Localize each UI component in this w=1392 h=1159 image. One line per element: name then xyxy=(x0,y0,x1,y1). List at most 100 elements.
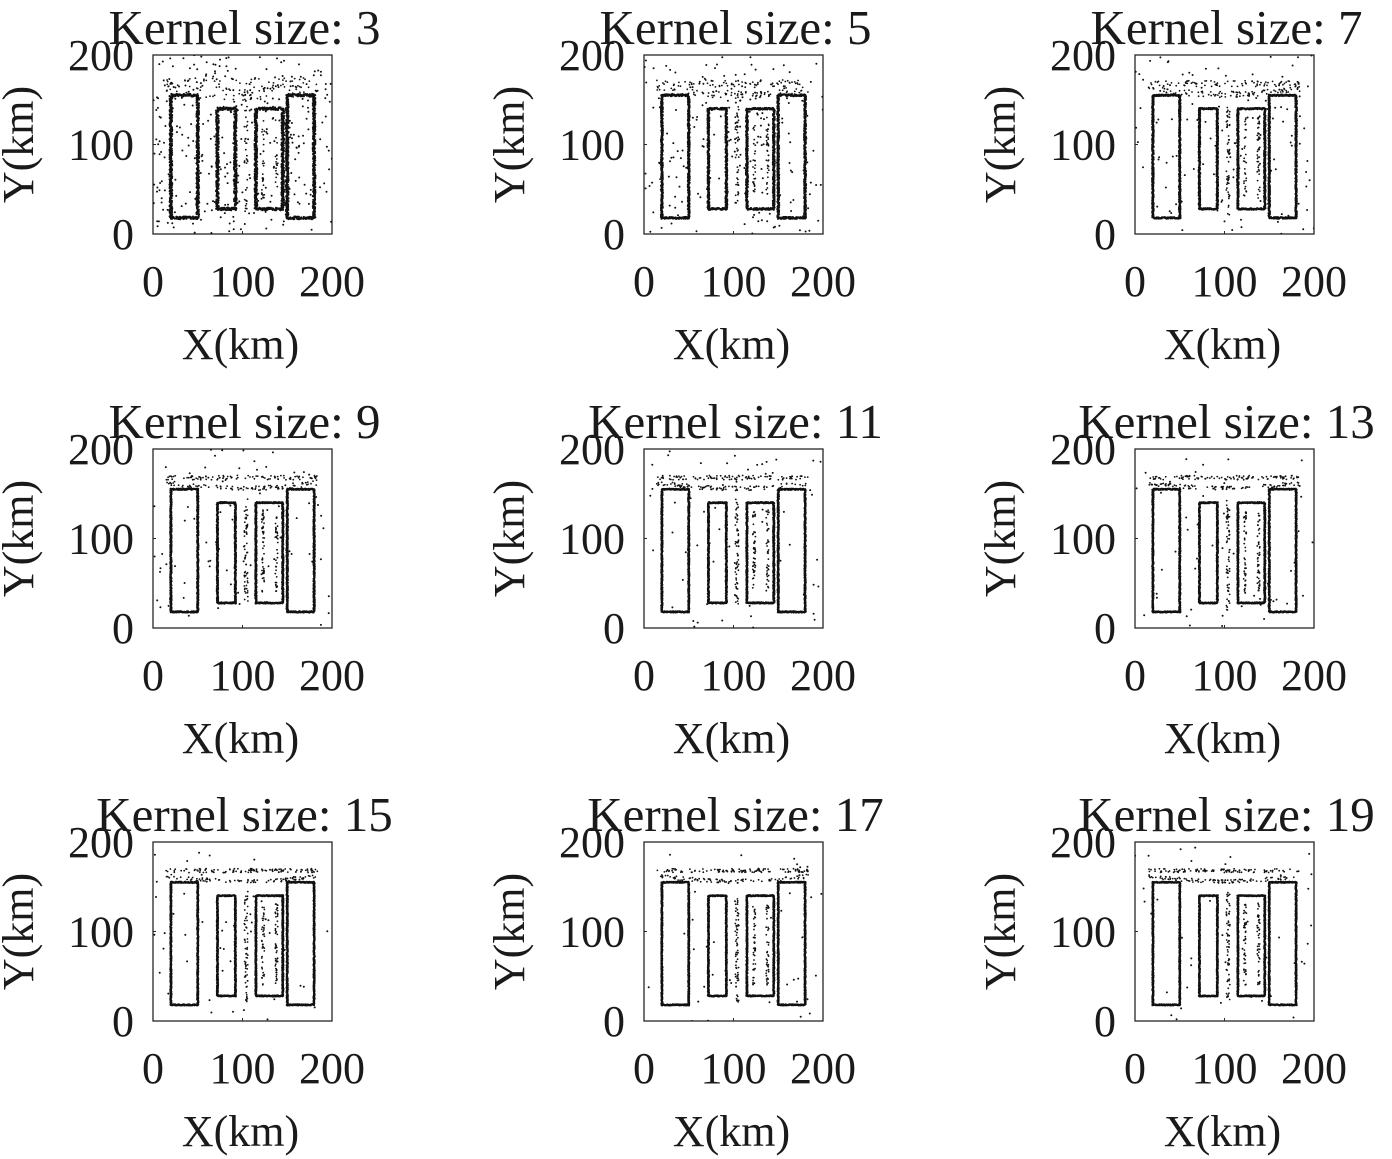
point xyxy=(305,117,308,120)
point xyxy=(262,160,265,163)
point xyxy=(275,167,277,170)
point xyxy=(274,76,276,79)
point xyxy=(283,59,285,62)
point xyxy=(197,213,200,216)
point xyxy=(288,126,291,129)
point xyxy=(270,108,273,111)
point xyxy=(246,159,249,161)
point xyxy=(251,121,253,124)
point xyxy=(311,195,314,198)
point xyxy=(224,175,227,178)
point xyxy=(169,206,172,209)
point xyxy=(325,190,328,193)
point xyxy=(275,172,278,175)
point xyxy=(197,142,200,145)
point xyxy=(285,142,288,145)
point xyxy=(250,78,253,81)
point xyxy=(187,144,190,147)
point xyxy=(330,157,332,160)
point xyxy=(216,148,219,151)
point xyxy=(234,173,237,176)
point xyxy=(312,198,315,201)
point xyxy=(235,189,238,192)
point xyxy=(224,203,227,206)
point xyxy=(201,84,204,87)
point xyxy=(269,87,272,90)
point xyxy=(312,203,315,206)
point xyxy=(243,140,246,143)
point xyxy=(293,77,296,80)
point xyxy=(167,85,170,88)
point xyxy=(301,105,304,108)
point xyxy=(194,93,197,96)
point xyxy=(298,78,301,81)
point xyxy=(271,97,274,100)
point xyxy=(197,205,200,208)
point xyxy=(263,162,265,165)
point xyxy=(178,85,180,88)
point xyxy=(329,82,332,85)
point xyxy=(234,136,237,139)
point xyxy=(275,169,277,172)
point xyxy=(273,140,276,143)
point xyxy=(160,201,163,204)
point xyxy=(213,135,216,138)
point xyxy=(196,137,200,141)
point xyxy=(285,181,289,184)
point xyxy=(169,110,172,113)
point xyxy=(199,82,202,85)
point xyxy=(254,150,257,153)
point xyxy=(292,96,295,98)
point xyxy=(241,93,243,96)
point xyxy=(291,84,294,87)
point xyxy=(236,109,239,112)
axes-frame xyxy=(643,54,824,235)
point xyxy=(171,208,174,211)
point xyxy=(284,184,287,187)
point xyxy=(724,125,727,128)
point xyxy=(307,128,310,131)
point xyxy=(266,102,269,105)
point xyxy=(254,182,258,185)
point xyxy=(212,63,215,66)
point xyxy=(291,80,294,82)
point xyxy=(170,93,173,96)
point xyxy=(261,128,264,131)
point xyxy=(196,68,199,71)
point xyxy=(257,199,260,202)
point xyxy=(291,137,293,140)
point xyxy=(255,130,258,133)
point xyxy=(285,132,288,135)
point xyxy=(186,80,189,82)
point xyxy=(160,151,163,153)
point xyxy=(277,207,280,210)
point xyxy=(275,154,278,157)
point xyxy=(163,84,166,87)
point xyxy=(171,222,174,225)
point xyxy=(156,190,158,193)
point xyxy=(295,86,298,89)
point xyxy=(170,147,173,150)
point xyxy=(217,134,220,137)
point xyxy=(168,168,171,171)
point xyxy=(707,173,710,176)
point xyxy=(205,96,208,99)
point xyxy=(248,83,251,86)
point xyxy=(272,105,274,108)
point xyxy=(312,126,315,129)
x-axis-label: X(km) xyxy=(182,320,299,369)
point xyxy=(233,182,236,185)
point xyxy=(162,208,165,211)
point xyxy=(184,202,187,205)
point xyxy=(216,123,219,127)
point xyxy=(174,178,177,181)
point xyxy=(187,93,190,96)
point xyxy=(156,106,159,109)
point xyxy=(264,110,267,113)
point xyxy=(328,100,331,103)
point xyxy=(244,89,246,91)
point xyxy=(284,180,287,183)
point xyxy=(289,80,292,83)
point xyxy=(261,85,263,88)
point xyxy=(253,86,256,89)
